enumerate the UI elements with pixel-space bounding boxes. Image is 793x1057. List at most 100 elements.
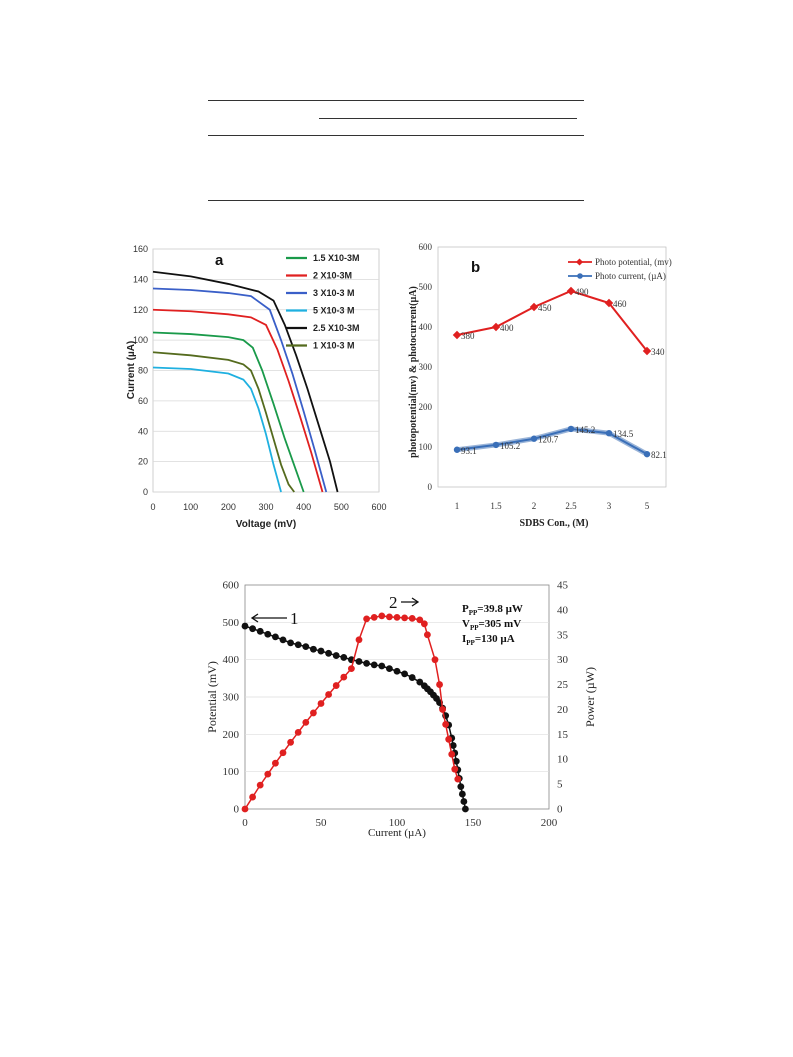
data-point-c-potential [256, 627, 264, 635]
y-tick-label-a: 80 [138, 366, 148, 376]
legend-label-a: 2 X10-3M [313, 271, 352, 281]
y-tick-label-c-right: 30 [557, 654, 569, 666]
data-point-c-power [445, 735, 453, 743]
y-tick-label-c-left: 500 [223, 617, 240, 629]
series-line-a-5-x10-3-m [152, 366, 282, 493]
legend-label-b: Photo potential, (mv) [595, 257, 672, 267]
data-point-c-power [436, 681, 443, 688]
pp-voltage-value: =305 mV [479, 618, 522, 630]
series-line-c-power [244, 615, 459, 810]
series-line-a-2-x10-3m [152, 308, 324, 493]
data-label-b: 490 [575, 287, 589, 297]
data-point-c-power [279, 749, 287, 757]
data-point-c-potential [310, 645, 317, 653]
pp-power-symbol: P [462, 603, 469, 615]
y-tick-label-c-right: 15 [557, 729, 569, 741]
data-point-c-potential [279, 636, 287, 644]
data-point-c-power [393, 613, 401, 621]
data-point-b [567, 425, 575, 433]
legend-label-a: 2.5 X10-3M [313, 323, 360, 333]
y-tick-label-c-left: 0 [234, 804, 240, 816]
data-point-b [566, 286, 576, 296]
data-point-c-power [370, 613, 378, 621]
y-tick-label-a: 60 [138, 396, 148, 406]
y-tick-label-c-right: 10 [557, 754, 569, 766]
pp-voltage-symbol: V [462, 618, 470, 630]
x-tick-label-a: 400 [296, 502, 311, 512]
pp-current-value: =130 µA [475, 633, 515, 645]
x-tick-label-c: 50 [316, 817, 328, 829]
table-rule-top [208, 100, 584, 101]
x-tick-label-b: 3 [607, 501, 612, 511]
data-point-c-potential [272, 633, 279, 641]
data-point-c-power [378, 612, 386, 620]
x-tick-label-c: 0 [242, 817, 248, 829]
y-tick-label-c-left: 400 [223, 654, 240, 666]
data-point-c-potential [241, 622, 249, 630]
data-point-c-power [355, 636, 363, 644]
data-label-b: 120.7 [538, 435, 559, 445]
data-point-c-power [310, 709, 317, 717]
data-point-c-potential [401, 670, 408, 678]
y-tick-label-b: 200 [419, 402, 433, 412]
data-point-c-power [272, 759, 279, 767]
x-axis-label-c: Current (µA) [368, 827, 426, 839]
y-tick-label-c-right: 0 [557, 804, 563, 816]
data-point-c-potential [332, 652, 340, 659]
data-point-b [529, 302, 539, 312]
data-point-c-potential [408, 674, 416, 681]
data-point-b [642, 346, 652, 356]
data-point-b [605, 430, 613, 437]
y-tick-label-b: 0 [428, 482, 433, 492]
data-point-c-potential [416, 678, 424, 686]
series-line-a-3-x10-3-m [152, 287, 328, 493]
arrow-1-head [250, 613, 259, 623]
annotation-1: 1 [290, 609, 299, 628]
data-label-b: 340 [651, 347, 665, 357]
data-point-b [530, 435, 538, 442]
arrow-2-head [411, 597, 420, 607]
data-point-c-power [386, 613, 393, 621]
data-point-c-power [431, 656, 439, 664]
data-point-c-potential [264, 630, 272, 638]
y-axis-label-a: Current (µA) [126, 341, 137, 400]
pp-annotation: PPP=39.8 µW VPP=305 mV IPP=130 µA [462, 603, 523, 647]
data-point-c-power [348, 665, 355, 673]
y-tick-label-c-left: 200 [223, 729, 240, 741]
x-tick-label-b: 1.5 [490, 501, 502, 511]
pp-power-sub: PP [469, 609, 478, 617]
pp-voltage-sub: PP [470, 624, 479, 632]
y-tick-label-c-right: 45 [557, 580, 569, 592]
y-tick-label-b: 300 [419, 362, 433, 372]
svg-text:VPP=305 mV: VPP=305 mV [462, 618, 521, 632]
table-rule-bottom [208, 200, 584, 201]
legend-label-a: 5 X10-3 M [313, 306, 355, 316]
x-tick-label-b: 5 [645, 501, 650, 511]
data-label-b: 134.5 [613, 429, 634, 439]
data-point-c-power [451, 765, 459, 773]
data-point-c-power [256, 781, 264, 789]
y-tick-label-c-left: 600 [223, 580, 240, 592]
y-tick-label-b: 600 [419, 242, 433, 252]
pp-current-symbol: I [462, 633, 466, 645]
data-point-c-power [302, 718, 310, 726]
panel-label-a: a [215, 252, 224, 269]
data-point-c-potential [355, 658, 363, 665]
y-tick-label-b: 400 [419, 322, 433, 332]
data-point-b [452, 330, 462, 340]
data-point-c-potential [294, 641, 302, 649]
legend-label-a: 1.5 X10-3M [313, 253, 360, 263]
y-axis-label-c-left: Potential (mV) [205, 661, 219, 733]
data-point-c-power [439, 706, 446, 713]
data-label-b: 460 [613, 299, 627, 309]
table-rule-sub [319, 118, 577, 119]
y-tick-label-c-right: 35 [557, 629, 569, 641]
data-point-c-potential [452, 757, 460, 765]
data-label-b: 93.1 [461, 446, 477, 456]
data-point-c-potential [363, 660, 370, 667]
data-point-c-power [363, 615, 370, 623]
data-point-b [643, 450, 651, 458]
table-rule-mid [208, 135, 584, 136]
data-point-c-potential [287, 639, 294, 647]
